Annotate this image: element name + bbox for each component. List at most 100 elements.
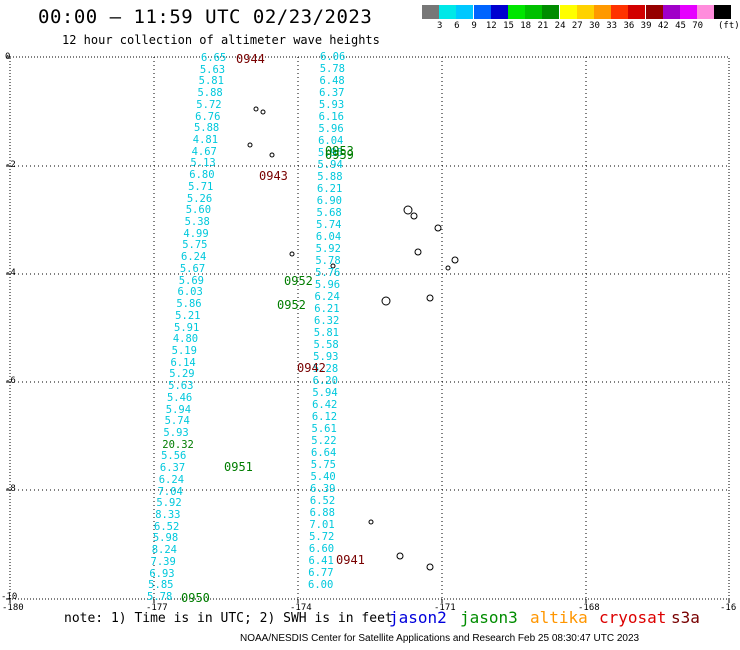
wave-label-pass-a: 5.71 [188,180,214,193]
island [426,294,434,302]
legend-label: 36 [623,21,635,31]
wave-label-pass-b: 6.64 [311,447,337,459]
legend-label: 33 [606,21,618,31]
wave-label-pass-b: 6.21 [314,303,340,315]
wave-label-pass-b: 5.96 [318,123,344,135]
wave-label-pass-a: 5.63 [199,63,226,76]
island [410,212,418,220]
lat-tick-label: 0 [5,52,11,62]
legend-label: 27 [571,21,583,31]
wave-label-pass-a: 5.94 [165,403,192,416]
lat-tick-label: -2 [5,160,16,170]
island [426,563,434,571]
wave-label-pass-a: 5.75 [182,239,208,252]
wave-label-pass-b: 6.20 [312,375,338,387]
wave-label-pass-b: 5.94 [317,159,343,171]
pass-time-label: 0944 [236,52,265,66]
lon-tick-label: -16 [720,603,737,613]
wave-label-pass-a: 5.93 [163,426,189,439]
wave-label-pass-b: 5.40 [310,471,336,483]
legend-swatch [456,5,474,19]
lon-tick-label: -168 [578,603,600,613]
legend-swatch [542,5,560,19]
wave-label-pass-b: 6.04 [315,231,342,243]
wave-label-pass-a: 7.39 [150,555,176,568]
lat-tick-label: -10 [1,592,18,602]
legend-swatch [422,5,439,19]
lon-tick-label: -180 [2,603,24,613]
island [330,263,336,269]
legend-label: 18 [520,21,532,31]
wave-label-pass-b: 5.93 [313,351,339,363]
wave-label-pass-b: 6.00 [308,579,334,591]
wave-label-pass-b: 6.24 [314,291,340,303]
island [396,552,404,560]
wave-label-pass-b: 6.42 [312,399,338,411]
wave-label-pass-b: 6.12 [311,411,338,423]
wave-label-pass-a: 5.29 [169,368,195,381]
wave-label-pass-a: 6.24 [158,473,185,486]
wave-label-pass-b: 6.16 [318,111,344,123]
wave-label-pass-a: 5.13 [190,157,216,170]
wave-label-pass-a: 5.46 [166,391,193,404]
wave-label-pass-a: 6.14 [170,356,196,369]
lon-tick-label: -174 [290,603,312,613]
wave-label-pass-b: 5.78 [315,255,341,267]
legend-label: 24 [554,21,566,31]
wave-label-pass-b: 6.32 [314,315,340,327]
wave-label-pass-b: 5.81 [313,327,340,339]
wave-label-pass-b: 5.76 [315,267,341,279]
map-subtitle: 12 hour collection of altimeter wave hei… [62,33,380,47]
wave-label-pass-a: 5.69 [178,274,204,287]
footer-credit: NOAA/NESDIS Center for Satellite Applica… [240,633,640,644]
island [247,142,253,148]
wave-label-pass-b: 6.90 [316,195,343,207]
wave-label-pass-b: 6.88 [309,507,335,519]
wave-label-pass-b: 6.77 [308,567,334,579]
wave-label-pass-b: 6.41 [308,555,334,567]
footer-note: note: 1) Time is in UTC; 2) SWH is in fe… [64,611,393,626]
wave-label-pass-b: 5.92 [315,243,341,255]
wave-label-pass-b: 6.39 [310,483,336,495]
pass-time-label: 0953 [325,144,354,158]
wave-label-pass-b: 5.74 [316,219,342,231]
wave-label-pass-a: 5.92 [156,497,182,510]
wave-label-pass-a: 5.81 [198,75,224,88]
wave-label-pass-a: 6.65 [201,52,227,64]
legend-swatch [680,5,697,19]
legend-label: 39 [640,21,652,31]
satellite-cryosat: cryosat [599,608,667,627]
legend-swatch [525,5,543,19]
wave-label-pass-a: 6.76 [195,110,221,123]
legend-label: 9 [471,21,477,31]
wave-label-pass-a: 8.33 [155,508,181,521]
wave-label-pass-a: 5.88 [193,122,220,135]
wave-label-pass-a: 6.52 [154,520,180,533]
wave-label-pass-b: 5.61 [311,423,337,435]
pass-time-label: 0959 [325,148,354,162]
legend-swatch [559,5,577,19]
pass-time-label: 0951 [224,460,253,474]
island [381,296,391,306]
wave-label-pass-a: 5.72 [196,98,222,111]
wave-label-pass-a: 6.93 [149,567,175,580]
island [260,109,266,115]
wave-label-pass-b: 5.68 [316,207,342,219]
wave-label-pass-a: 8.24 [151,544,177,557]
legend-swatch [473,5,491,19]
wave-label-pass-a: 5.38 [184,216,210,229]
wave-label-pass-a: 5.98 [152,532,179,545]
island [253,106,259,112]
island [289,251,295,257]
island [269,152,275,158]
legend-label: 21 [537,21,549,31]
wave-label-pass-a: 5.56 [161,450,187,463]
pass-time-label: 0952 [277,298,306,312]
lat-tick-label: -6 [5,376,16,386]
pass-time-label: 0950 [181,591,210,605]
legend-swatch [645,5,663,19]
legend-unit: (ft) [718,21,740,31]
lon-tick-label: -171 [434,603,456,613]
pass-time-label: 0942 [297,361,326,375]
